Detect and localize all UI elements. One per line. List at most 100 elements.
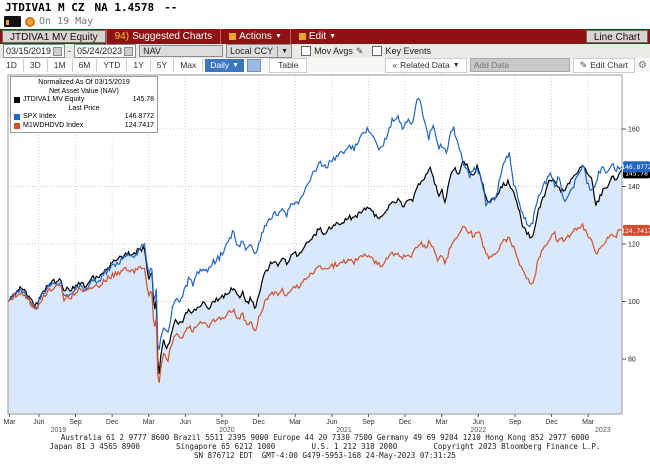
range-button-1d[interactable]: 1D — [0, 58, 24, 72]
legend-item[interactable]: SPX Index 146.8772 — [14, 113, 154, 122]
date-range-dash: - — [68, 46, 72, 56]
terminal-footer: Australia 61 2 9777 8600 Brazil 5511 239… — [0, 433, 650, 460]
legend-value: 145.78 — [132, 96, 154, 103]
x-tick-label: Sep — [362, 419, 375, 426]
chevron-down-icon: ▼ — [274, 33, 282, 40]
range-button-ytd[interactable]: YTD — [97, 58, 128, 72]
chart-type-tab[interactable]: Line Chart — [585, 30, 648, 43]
pencil-icon[interactable]: ✎ — [355, 45, 364, 56]
x-year-label: 2022 — [471, 427, 487, 432]
legend-value: 146.8772 — [124, 113, 154, 120]
chevron-down-icon: ▼ — [329, 33, 337, 40]
legend-subtitle: Net Asset Value (NAV) — [49, 87, 119, 95]
edit-chart-button[interactable]: ✎ Edit Chart — [572, 57, 636, 73]
chart-legend: Normalized As Of 03/15/2019 Net Asset Val… — [10, 76, 158, 133]
actions-menu-button[interactable]: Actions ▼ — [220, 29, 290, 44]
pencil-icon: ✎ — [579, 59, 588, 70]
series-area-fill — [8, 161, 622, 414]
x-tick-label: Mar — [4, 419, 17, 426]
y-tick-label: 100 — [628, 299, 640, 306]
legend-value: 124.7417 — [124, 121, 154, 129]
y-tick-label: 140 — [628, 184, 640, 191]
x-tick-label: Jun — [180, 419, 191, 426]
x-tick-label: Jun — [326, 419, 337, 426]
mini-toolbar-button[interactable] — [247, 58, 262, 72]
series-line-m1wdhdvd-index — [7, 222, 623, 383]
x-year-label: 2020 — [219, 427, 235, 432]
calendar-icon[interactable] — [124, 46, 134, 56]
status-text: On 19 May — [39, 16, 94, 27]
series-line-jtdiva1-mv-equity — [7, 160, 623, 374]
mov-avgs-label: Mov Avgs — [314, 46, 353, 56]
chart-area[interactable]: 80 100 120 140 160 Mar Jun Sep Dec Mar Jun Sep Dec Ma… — [0, 70, 650, 434]
frequency-select[interactable]: Daily ▼ — [205, 58, 245, 72]
legend-label: SPX Index — [23, 113, 57, 120]
security-ticker: JTDIVA1 M CZ — [5, 1, 85, 14]
range-button-1y[interactable]: 1Y — [127, 58, 151, 72]
field-select[interactable]: NAV — [139, 45, 224, 57]
x-tick-label: Mar — [436, 419, 449, 426]
date-from-input[interactable]: 03/15/2019 — [3, 44, 66, 58]
legend-item[interactable]: JTDIVA1 MV Equity 145.78 — [14, 96, 154, 105]
range-button-1m[interactable]: 1M — [47, 58, 73, 72]
calendar-icon[interactable] — [53, 46, 63, 56]
security-quote-trail: -- — [164, 1, 178, 14]
x-year-label: 2021 — [336, 427, 352, 432]
edit-menu-button[interactable]: Edit ▼ — [289, 29, 344, 44]
legend-title: Normalized As Of 03/15/2019 — [38, 79, 130, 86]
range-button-3d[interactable]: 3D — [23, 58, 48, 72]
range-button-6m[interactable]: 6M — [72, 58, 98, 72]
date-to-input[interactable]: 05/24/2023 — [74, 44, 137, 58]
range-buttons: 1D 3D 1M 6M YTD 1Y 5Y Max — [0, 58, 204, 72]
range-button-max[interactable]: Max — [174, 58, 204, 72]
security-tab[interactable]: JTDIVA1 MV Equity — [2, 30, 106, 43]
x-tick-label: Mar — [143, 419, 156, 426]
status-row: On 19 May — [4, 15, 93, 28]
suggested-charts-button[interactable]: 94) Suggested Charts — [105, 29, 221, 44]
legend-label: JTDIVA1 MV Equity — [23, 96, 85, 103]
range-bar: 1D 3D 1M 6M YTD 1Y 5Y Max Daily ▼ Table « Relat… — [0, 57, 650, 73]
menu-bar: JTDIVA1 MV Equity 94) Suggested Charts A… — [0, 29, 650, 44]
chevron-down-icon[interactable]: ▼ — [277, 45, 288, 57]
currency-select[interactable]: Local CCY ▼ — [226, 44, 293, 58]
x-tick-label: Dec — [399, 419, 412, 426]
x-tick-label: Mar — [582, 419, 595, 426]
mov-avgs-checkbox[interactable] — [301, 46, 312, 56]
range-button-5y[interactable]: 5Y — [150, 58, 175, 72]
chevrons-left-icon: « — [392, 59, 398, 70]
hotkey-label: 94) — [114, 31, 130, 42]
x-tick-label: Sep — [509, 419, 522, 426]
footer-line: SN 876712 EDT GMT-4:00 G479-5953-168 24-… — [194, 451, 456, 460]
hotkey-icon — [229, 33, 237, 40]
related-data-button[interactable]: « Related Data ▼ — [385, 57, 467, 73]
x-tick-label: Sep — [69, 419, 82, 426]
chevron-down-icon: ▼ — [232, 61, 240, 69]
x-tick-label: Dec — [252, 419, 265, 426]
footer-line: Australia 61 2 9777 8600 Brazil 5511 239… — [60, 433, 590, 442]
key-events-label: Key Events — [385, 46, 431, 56]
line-chart[interactable]: 80 100 120 140 160 Mar Jun Sep Dec Mar Jun Sep Dec Ma… — [0, 70, 650, 434]
legend-label: M1WDHDVD Index — [23, 121, 84, 129]
x-year-label: 2019 — [51, 427, 67, 432]
x-tick-label: Sep — [216, 419, 229, 426]
y-tick-label: 80 — [628, 357, 636, 364]
hotkey-icon — [298, 33, 306, 40]
add-data-input[interactable] — [469, 58, 570, 72]
mini-chart-icon — [4, 16, 21, 27]
table-button[interactable]: Table — [269, 57, 308, 73]
gear-icon[interactable]: ⚙ — [638, 59, 647, 71]
alert-icon — [25, 16, 35, 27]
legend-swatch-icon — [14, 122, 20, 129]
x-tick-label: Mar — [289, 419, 302, 426]
security-title-line: JTDIVA1 M CZ NA 1.4578 -- — [5, 1, 187, 14]
legend-swatch-icon — [14, 114, 20, 121]
x-tick-label: Dec — [106, 419, 119, 426]
legend-section-header: Last Price — [68, 104, 100, 112]
price-badge-value: 124.7417 — [621, 228, 650, 235]
chevron-down-icon: ▼ — [452, 61, 460, 69]
price-badge — [623, 224, 650, 236]
key-events-checkbox[interactable] — [372, 46, 383, 56]
series-line-spx-index — [7, 97, 623, 350]
legend-item[interactable]: M1WDHDVD Index 124.7417 — [14, 122, 154, 131]
